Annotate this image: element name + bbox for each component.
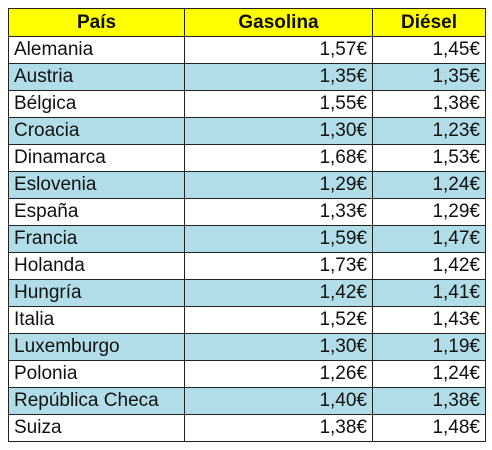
cell-pais: España <box>8 198 185 226</box>
table-body: Alemania 1,57€ 1,45€ Austria 1,35€ 1,35€… <box>8 36 486 442</box>
table-row: Polonia 1,26€ 1,24€ <box>8 360 486 388</box>
cell-pais: Austria <box>8 63 185 91</box>
table-row: Croacia 1,30€ 1,23€ <box>8 117 486 145</box>
cell-gasolina: 1,33€ <box>184 198 373 226</box>
cell-pais: Holanda <box>8 252 185 280</box>
cell-diesel: 1,41€ <box>372 279 486 307</box>
table-row: Holanda 1,73€ 1,42€ <box>8 252 486 280</box>
cell-gasolina: 1,52€ <box>184 306 373 334</box>
cell-gasolina: 1,30€ <box>184 117 373 145</box>
cell-pais: Italia <box>8 306 185 334</box>
cell-gasolina: 1,29€ <box>184 171 373 199</box>
table-row: Francia 1,59€ 1,47€ <box>8 225 486 253</box>
cell-gasolina: 1,35€ <box>184 63 373 91</box>
table-row: Bélgica 1,55€ 1,38€ <box>8 90 486 118</box>
cell-pais: República Checa <box>8 387 185 415</box>
table-header: País Gasolina Diésel <box>8 8 486 37</box>
table-row: Luxemburgo 1,30€ 1,19€ <box>8 333 486 361</box>
cell-pais: Bélgica <box>8 90 185 118</box>
fuel-price-table: País Gasolina Diésel Alemania 1,57€ 1,45… <box>8 8 486 442</box>
cell-pais: Croacia <box>8 117 185 145</box>
cell-pais: Polonia <box>8 360 185 388</box>
cell-gasolina: 1,42€ <box>184 279 373 307</box>
header-diesel: Diésel <box>372 8 486 37</box>
cell-gasolina: 1,26€ <box>184 360 373 388</box>
cell-pais: Francia <box>8 225 185 253</box>
cell-diesel: 1,48€ <box>372 414 486 442</box>
cell-diesel: 1,38€ <box>372 387 486 415</box>
cell-diesel: 1,43€ <box>372 306 486 334</box>
cell-gasolina: 1,59€ <box>184 225 373 253</box>
cell-pais: Dinamarca <box>8 144 185 172</box>
table-row: Eslovenia 1,29€ 1,24€ <box>8 171 486 199</box>
table-row: Dinamarca 1,68€ 1,53€ <box>8 144 486 172</box>
cell-diesel: 1,53€ <box>372 144 486 172</box>
table-row: Austria 1,35€ 1,35€ <box>8 63 486 91</box>
table-row: Hungría 1,42€ 1,41€ <box>8 279 486 307</box>
cell-gasolina: 1,38€ <box>184 414 373 442</box>
cell-gasolina: 1,73€ <box>184 252 373 280</box>
fuel-price-table-container: País Gasolina Diésel Alemania 1,57€ 1,45… <box>8 8 486 442</box>
cell-diesel: 1,38€ <box>372 90 486 118</box>
cell-diesel: 1,29€ <box>372 198 486 226</box>
cell-diesel: 1,45€ <box>372 36 486 64</box>
header-pais: País <box>8 8 185 37</box>
cell-gasolina: 1,57€ <box>184 36 373 64</box>
cell-gasolina: 1,40€ <box>184 387 373 415</box>
cell-pais: Luxemburgo <box>8 333 185 361</box>
cell-diesel: 1,42€ <box>372 252 486 280</box>
table-row: Italia 1,52€ 1,43€ <box>8 306 486 334</box>
table-row: España 1,33€ 1,29€ <box>8 198 486 226</box>
table-row: Suiza 1,38€ 1,48€ <box>8 414 486 442</box>
table-row: Alemania 1,57€ 1,45€ <box>8 36 486 64</box>
cell-diesel: 1,19€ <box>372 333 486 361</box>
cell-diesel: 1,24€ <box>372 171 486 199</box>
cell-diesel: 1,47€ <box>372 225 486 253</box>
cell-pais: Suiza <box>8 414 185 442</box>
header-gasolina: Gasolina <box>184 8 373 37</box>
table-row: República Checa 1,40€ 1,38€ <box>8 387 486 415</box>
cell-pais: Alemania <box>8 36 185 64</box>
cell-pais: Eslovenia <box>8 171 185 199</box>
cell-diesel: 1,35€ <box>372 63 486 91</box>
header-row: País Gasolina Diésel <box>8 8 486 37</box>
cell-gasolina: 1,68€ <box>184 144 373 172</box>
cell-gasolina: 1,30€ <box>184 333 373 361</box>
cell-diesel: 1,24€ <box>372 360 486 388</box>
cell-diesel: 1,23€ <box>372 117 486 145</box>
cell-pais: Hungría <box>8 279 185 307</box>
cell-gasolina: 1,55€ <box>184 90 373 118</box>
